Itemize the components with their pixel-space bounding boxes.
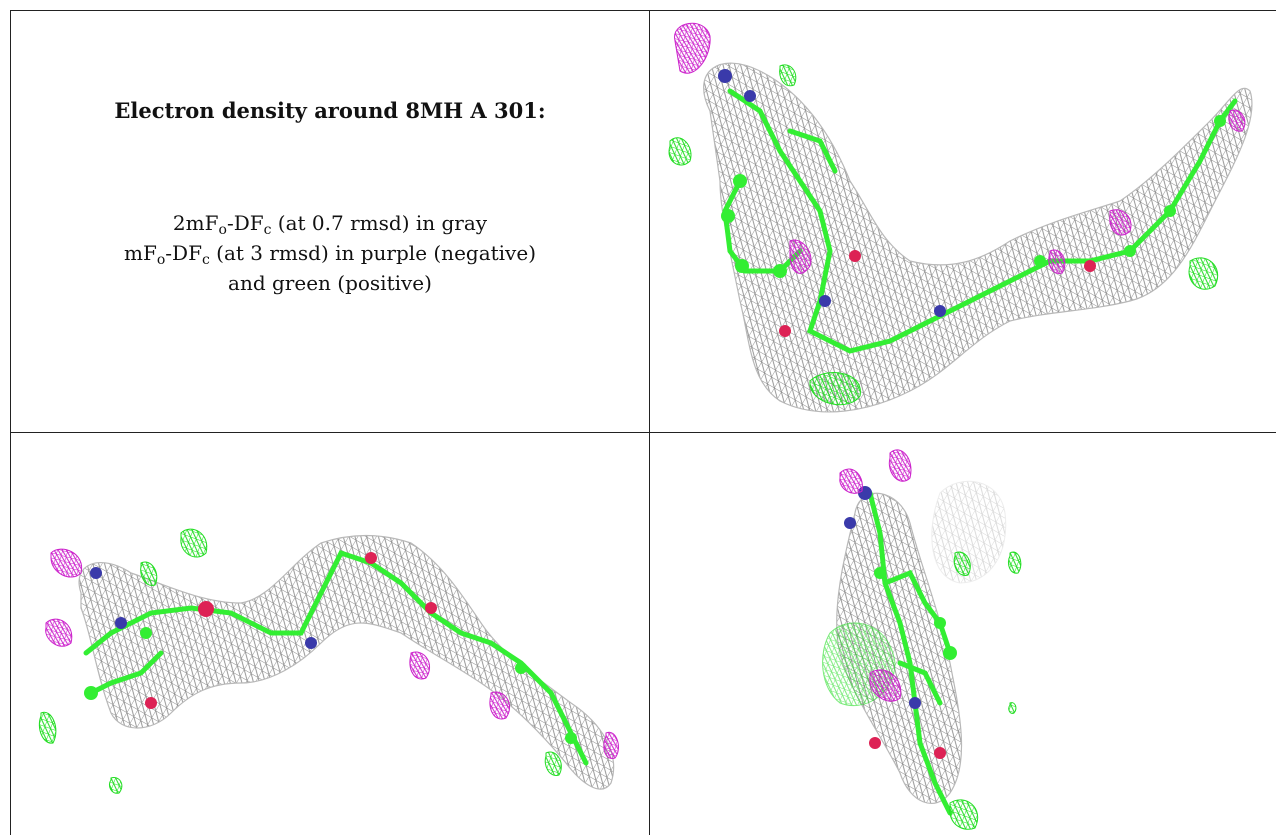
density-mesh-gray-faint [931, 480, 1007, 584]
caption-line-2fo-fc: 2mFo-DFc (at 0.7 rmsd) in gray [11, 208, 649, 238]
density-mesh-gray [703, 62, 1253, 413]
caption-line-1-sub-o: o [218, 222, 227, 238]
caption-line-1-part-a: 2mF [172, 211, 219, 235]
table-border-top [10, 10, 649, 11]
caption-line-2-sub-o: o [156, 252, 166, 268]
difference-density-positive [949, 551, 1022, 830]
ligand-atoms [84, 552, 577, 744]
caption-cell: Electron density around 8MH A 301: 2mFo-… [11, 11, 649, 432]
density-view-bottom-left [11, 433, 649, 835]
table-column-divider [649, 10, 650, 835]
difference-density-negative [674, 22, 1246, 274]
difference-density-positive [668, 64, 1219, 406]
ligand-model-bonds [867, 490, 953, 816]
caption-line-1-sub-c: c [263, 222, 272, 238]
density-view-bottom-right [650, 433, 1276, 835]
ligand-atoms [718, 69, 1226, 337]
density-view-top-right [650, 11, 1276, 432]
caption-body: 2mFo-DFc (at 0.7 rmsd) in gray mFo-DFc (… [11, 208, 649, 298]
table-border-left [10, 10, 11, 835]
caption-line-2-part-a: mF [124, 241, 157, 265]
caption-line-positive: and green (positive) [228, 271, 432, 295]
density-view-2-graphic [38, 528, 619, 794]
caption-line-2-sub-c: c [201, 252, 210, 268]
caption-line-1-part-e: (at 0.7 rmsd) in gray [271, 211, 488, 235]
caption-title: Electron density around 8MH A 301: [114, 98, 546, 123]
difference-density-positive [38, 528, 562, 794]
caption-line-2-part-c: -DF [165, 241, 202, 265]
caption-line-1-part-c: -DF [226, 211, 264, 235]
density-view-1-graphic [668, 22, 1253, 413]
table-border-top-right [649, 10, 1276, 11]
caption-line-fo-fc: mFo-DFc (at 3 rmsd) in purple (negative) [11, 238, 649, 268]
difference-density-negative [45, 548, 619, 759]
caption-line-2-part-e: (at 3 rmsd) in purple (negative) [209, 241, 536, 265]
density-view-3-graphic [822, 449, 1022, 830]
difference-density-negative [839, 449, 912, 702]
density-mesh-gray [78, 534, 615, 790]
table-row-divider [10, 432, 1276, 433]
